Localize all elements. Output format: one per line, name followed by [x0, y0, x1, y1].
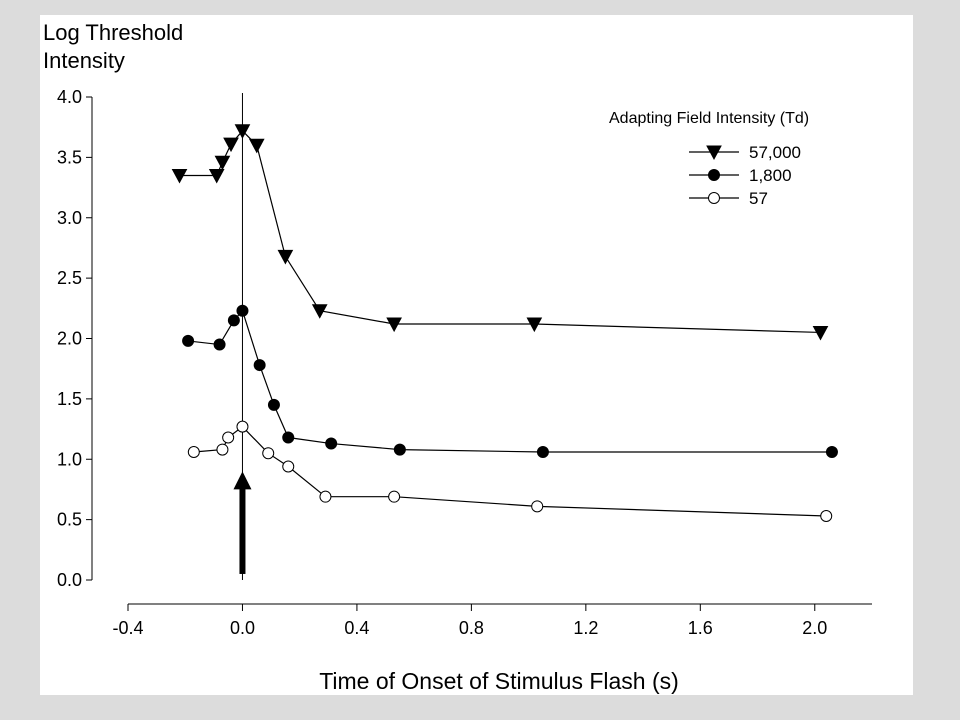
x-tick-label: 1.2	[573, 618, 598, 638]
legend-label: 1,800	[749, 166, 792, 185]
threshold-chart: Log Threshold Intensity 0.0 0.5 1.0 1.5 2.0 2…	[43, 20, 872, 694]
data-point	[182, 334, 195, 347]
x-tick-label: 1.6	[688, 618, 713, 638]
y-axis-label-line-1: Log Threshold	[43, 20, 183, 45]
y-tick-label: 1.5	[57, 389, 82, 409]
data-point	[282, 460, 295, 473]
data-point	[262, 447, 275, 460]
y-tick-label: 2.5	[57, 268, 82, 288]
y-tick-label: 4.0	[57, 87, 82, 107]
y-tick-label: 3.0	[57, 208, 82, 228]
arrow-shaft	[239, 487, 246, 574]
chart-panel: Log Threshold Intensity 0.0 0.5 1.0 1.5 2.0 2…	[40, 15, 913, 695]
stimulus-arrow	[233, 471, 252, 574]
x-axis-label: Time of Onset of Stimulus Flash (s)	[319, 668, 679, 694]
data-point	[825, 446, 838, 459]
data-point	[325, 437, 338, 450]
x-tick-label: 2.0	[802, 618, 827, 638]
data-point	[536, 446, 549, 459]
data-point	[526, 317, 543, 333]
data-series	[171, 124, 838, 523]
data-point	[208, 168, 225, 184]
legend-label: 57	[749, 189, 768, 208]
data-point	[214, 155, 231, 171]
data-point	[236, 420, 249, 433]
legend-marker	[708, 169, 720, 181]
y-axis-label-line-2: Intensity	[43, 48, 125, 73]
axes: 0.0 0.5 1.0 1.5 2.0 2.5 3.0 3.5 4.0 -0.4 0.0 0.4 0.8…	[57, 87, 872, 638]
data-point	[388, 490, 401, 503]
data-point	[253, 359, 266, 372]
data-point	[234, 124, 251, 139]
data-point	[267, 398, 280, 411]
data-point	[277, 249, 294, 265]
legend-item: 57,000	[689, 143, 801, 162]
data-point	[213, 338, 226, 351]
x-tick-label: 0.8	[459, 618, 484, 638]
data-point	[820, 510, 833, 523]
data-point	[236, 304, 249, 317]
legend-title: Adapting Field Intensity (Td)	[609, 110, 809, 127]
arrow-head	[233, 471, 252, 490]
data-point	[248, 138, 265, 154]
legend-marker	[706, 145, 722, 161]
y-tick-label: 0.0	[57, 570, 82, 590]
y-axis-label: Log Threshold Intensity	[43, 20, 183, 73]
y-tick-label: 1.0	[57, 449, 82, 469]
legend-marker	[708, 192, 720, 204]
data-point	[311, 304, 328, 319]
data-point	[319, 490, 332, 503]
legend-item: 1,800	[689, 166, 792, 185]
series-line	[188, 309, 832, 453]
legend-label: 57,000	[749, 143, 801, 162]
data-point	[393, 443, 406, 456]
data-point	[386, 317, 402, 333]
legend-item: 57	[689, 189, 768, 208]
data-point	[171, 168, 188, 184]
series-2	[182, 304, 838, 459]
x-tick-label: 0.0	[230, 618, 255, 638]
data-point	[227, 314, 240, 327]
series-line	[193, 425, 827, 517]
y-tick-label: 0.5	[57, 510, 82, 530]
legend: Adapting Field Intensity (Td) 57,000 1,80…	[609, 110, 809, 208]
series-3	[187, 420, 833, 523]
series-1	[171, 124, 829, 341]
data-point	[216, 443, 229, 456]
y-tick-label: 3.5	[57, 147, 82, 167]
data-point	[223, 137, 239, 153]
data-point	[531, 500, 544, 513]
data-point	[282, 431, 295, 444]
x-tick-label: 0.4	[344, 618, 369, 638]
series-line	[179, 129, 821, 334]
data-point	[812, 325, 829, 341]
data-point	[187, 446, 200, 459]
y-tick-label: 2.0	[57, 329, 82, 349]
data-point	[222, 431, 235, 444]
x-tick-label: -0.4	[112, 618, 143, 638]
